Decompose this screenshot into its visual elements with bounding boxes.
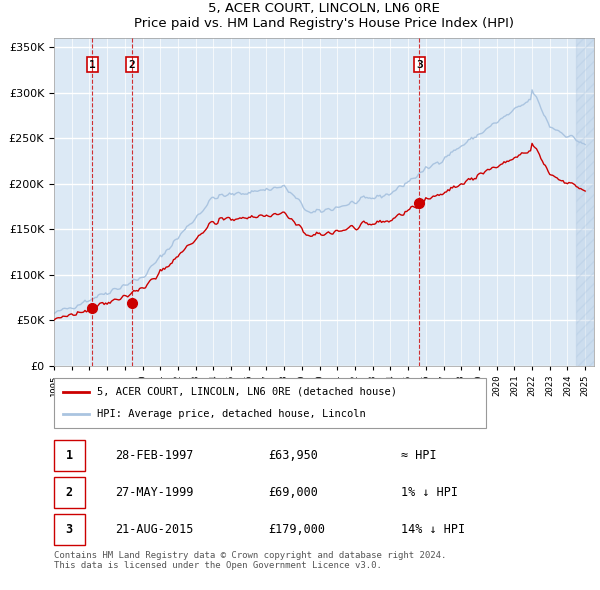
- Text: £69,000: £69,000: [268, 486, 318, 499]
- Text: 28-FEB-1997: 28-FEB-1997: [115, 449, 194, 462]
- FancyBboxPatch shape: [54, 378, 486, 428]
- Text: 1: 1: [89, 60, 95, 70]
- Text: 2: 2: [129, 60, 136, 70]
- FancyBboxPatch shape: [54, 477, 85, 508]
- Text: Contains HM Land Registry data © Crown copyright and database right 2024.
This d: Contains HM Land Registry data © Crown c…: [54, 551, 446, 570]
- Text: 21-AUG-2015: 21-AUG-2015: [115, 523, 194, 536]
- Text: 1: 1: [66, 449, 73, 462]
- Text: HPI: Average price, detached house, Lincoln: HPI: Average price, detached house, Linc…: [97, 409, 366, 419]
- Title: 5, ACER COURT, LINCOLN, LN6 0RE
Price paid vs. HM Land Registry's House Price In: 5, ACER COURT, LINCOLN, LN6 0RE Price pa…: [134, 2, 514, 30]
- Text: £179,000: £179,000: [268, 523, 325, 536]
- Text: £63,950: £63,950: [268, 449, 318, 462]
- Text: 27-MAY-1999: 27-MAY-1999: [115, 486, 194, 499]
- Text: 1% ↓ HPI: 1% ↓ HPI: [401, 486, 458, 499]
- FancyBboxPatch shape: [54, 514, 85, 545]
- FancyBboxPatch shape: [54, 440, 85, 471]
- Text: 3: 3: [416, 60, 423, 70]
- Text: 3: 3: [66, 523, 73, 536]
- Text: 5, ACER COURT, LINCOLN, LN6 0RE (detached house): 5, ACER COURT, LINCOLN, LN6 0RE (detache…: [97, 386, 397, 396]
- Text: 14% ↓ HPI: 14% ↓ HPI: [401, 523, 465, 536]
- Text: ≈ HPI: ≈ HPI: [401, 449, 436, 462]
- Text: 2: 2: [66, 486, 73, 499]
